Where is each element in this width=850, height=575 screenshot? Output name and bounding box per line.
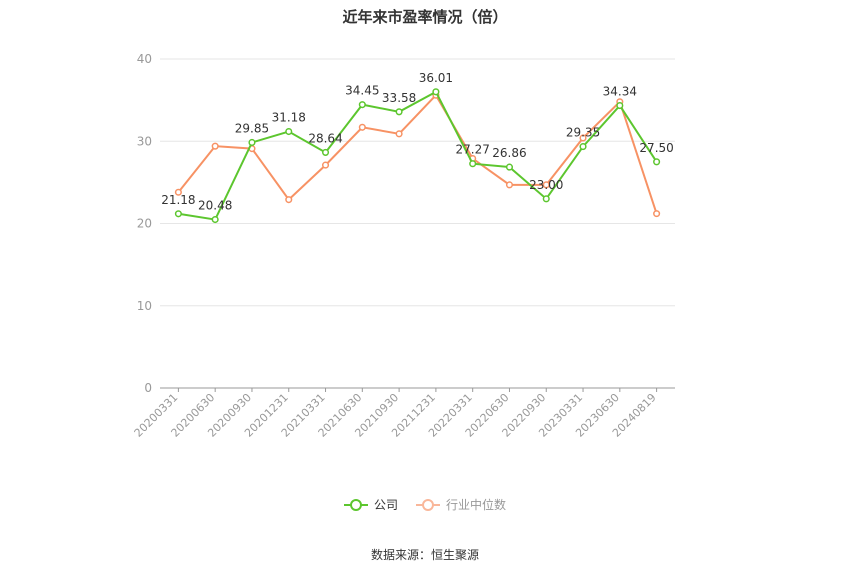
data-point-company: [579, 143, 587, 151]
data-label-company: 26.86: [492, 146, 526, 160]
data-point-industry-median: [174, 188, 182, 196]
chart-legend: 公司 行业中位数: [0, 496, 850, 513]
chart-title: 近年来市盈率情况（倍）: [342, 8, 508, 26]
legend-item-company[interactable]: 公司: [343, 496, 398, 513]
data-point-industry-median: [395, 130, 403, 138]
data-label-company: 29.85: [235, 121, 269, 135]
data-label-company: 27.50: [639, 141, 673, 155]
data-point-company: [653, 158, 661, 166]
legend-swatch-company: [343, 498, 368, 512]
data-point-industry-median: [358, 123, 366, 131]
series-line-industry-median: [177, 93, 658, 214]
data-label-company: 34.45: [345, 84, 379, 98]
data-label-company: 31.18: [272, 111, 306, 125]
data-point-industry-median: [321, 161, 330, 169]
data-point-industry-median: [542, 181, 550, 189]
data-point-company: [432, 88, 440, 96]
y-tick-label: 0: [144, 381, 152, 395]
data-label-company: 34.34: [603, 85, 637, 99]
legend-label-company: 公司: [373, 498, 398, 512]
data-point-company: [321, 148, 330, 156]
data-label-company: 36.01: [419, 71, 453, 85]
data-point-company: [211, 216, 219, 224]
data-label-company: 20.48: [198, 199, 232, 213]
data-label-company: 33.58: [382, 91, 416, 105]
legend-label-industry-median: 行业中位数: [446, 498, 507, 512]
y-tick-label: 30: [137, 134, 152, 148]
data-point-company: [285, 127, 293, 136]
legend-item-industry-median[interactable]: 行业中位数: [416, 496, 506, 513]
data-point-company: [248, 138, 256, 147]
y-tick-label: 20: [137, 217, 152, 231]
data-label-company: 28.64: [308, 131, 342, 145]
data-point-industry-median: [579, 134, 587, 142]
data-label-company: 27.27: [455, 143, 489, 157]
data-point-industry-median: [653, 210, 661, 218]
data-point-industry-median: [285, 196, 293, 204]
data-point-company: [469, 160, 477, 168]
legend-swatch-industry-median: [416, 498, 440, 512]
data-label-company: 29.35: [566, 126, 600, 140]
data-point-company: [616, 102, 624, 110]
y-tick-label: 40: [137, 52, 152, 66]
data-label-company: 21.18: [161, 193, 195, 207]
data-point-company: [358, 101, 366, 109]
data-point-company: [542, 195, 550, 203]
data-source: 数据来源：恒生聚源: [370, 548, 479, 562]
data-point-industry-median: [505, 181, 514, 189]
data-label-company: 23.00: [529, 178, 563, 192]
data-point-company: [174, 210, 182, 218]
data-point-industry-median: [211, 142, 219, 150]
series-line-company: [178, 90, 658, 221]
y-tick-label: 10: [137, 299, 152, 313]
data-point-company: [505, 163, 514, 171]
data-point-company: [395, 108, 403, 116]
